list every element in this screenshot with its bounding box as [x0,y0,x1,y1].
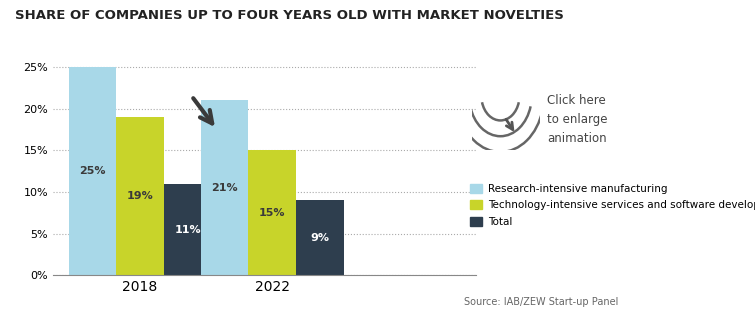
Bar [116,117,164,275]
Text: 25%: 25% [79,166,106,176]
Legend: Research-intensive manufacturing, Technology-intensive services and software dev: Research-intensive manufacturing, Techno… [470,184,755,227]
Bar [296,200,344,275]
Bar [248,150,296,275]
Text: Source: IAB/ZEW Start-up Panel: Source: IAB/ZEW Start-up Panel [464,297,618,307]
Bar [201,100,248,275]
Bar [164,184,211,275]
Text: SHARE OF COMPANIES UP TO FOUR YEARS OLD WITH MARKET NOVELTIES: SHARE OF COMPANIES UP TO FOUR YEARS OLD … [15,9,564,23]
Text: Click here
to enlarge
animation: Click here to enlarge animation [547,94,608,145]
Bar [69,67,116,275]
Text: 21%: 21% [211,183,238,193]
Text: 15%: 15% [259,208,285,218]
Text: 11%: 11% [174,224,201,234]
Text: 19%: 19% [127,191,153,201]
Text: 9%: 9% [310,233,329,243]
